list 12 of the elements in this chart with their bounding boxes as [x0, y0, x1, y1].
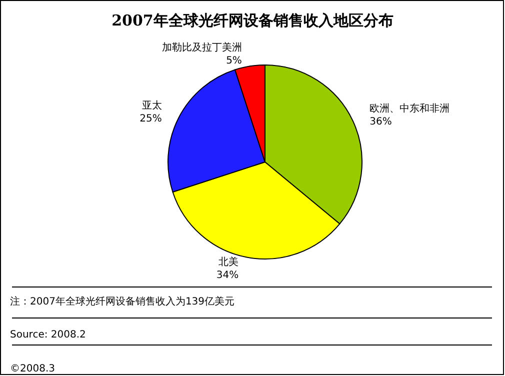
data-label: 5% — [226, 55, 242, 66]
data-label: 34% — [216, 270, 239, 282]
slice-label: 欧洲、中东和非洲 — [370, 102, 450, 115]
data-label: 25% — [140, 114, 162, 125]
source-note: Source: 2008.2 — [10, 330, 86, 340]
data-label: 36% — [370, 116, 392, 128]
slice-label: 北美 — [218, 256, 239, 268]
text: ©2008.3 — [10, 364, 55, 374]
text: 注：2007年全球光纤网设备销售收入为139亿美元 — [10, 296, 235, 308]
chart-title: 2007年全球光纤网设备销售收入地区分布 — [112, 12, 394, 30]
slice-label: 亚太 — [142, 100, 162, 112]
slice-label: 加勒比及拉丁美洲 — [162, 41, 242, 54]
